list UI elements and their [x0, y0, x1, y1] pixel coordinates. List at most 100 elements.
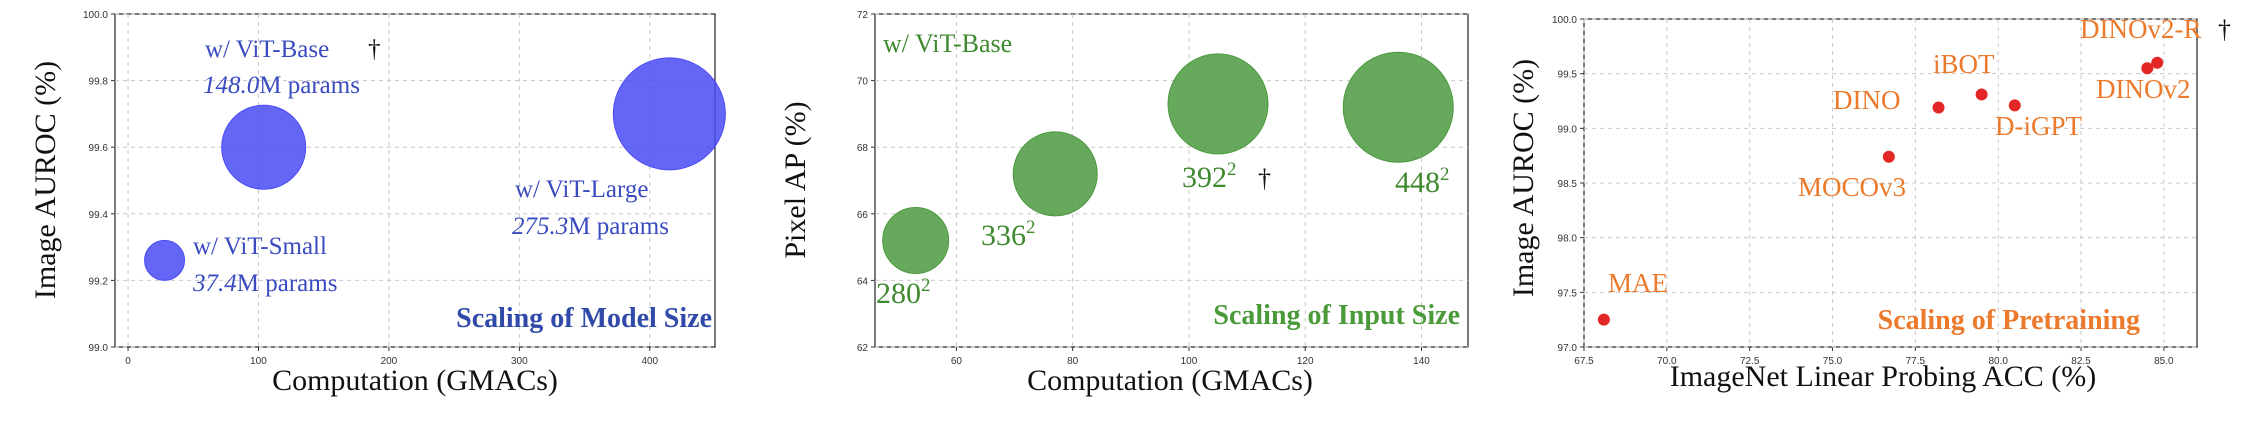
- x-tick-label: 100: [250, 356, 267, 367]
- y-tick-label: 100.0: [83, 10, 108, 21]
- grid: [1580, 18, 2197, 351]
- point-label-vit-large: w/ ViT-Large: [515, 176, 648, 203]
- y-tick-label: 99.0: [1558, 124, 1578, 135]
- x-tick-label: 77.5: [1906, 356, 1926, 367]
- x-tick-label: 0: [125, 356, 131, 367]
- y-tick-label: 62: [857, 343, 869, 354]
- y-tick-label: 99.6: [89, 143, 109, 154]
- chart-subtitle: Scaling of Input Size: [1213, 300, 1460, 331]
- data-point: [1012, 131, 1098, 217]
- model-label-ibot: iBOT: [1933, 49, 1995, 79]
- y-tick-label: 66: [857, 210, 869, 221]
- x-axis-label: Computation (GMACs): [1027, 364, 1313, 397]
- legend-text: w/ ViT-Base: [883, 29, 1012, 58]
- y-tick-label: 70: [857, 77, 869, 88]
- superscript: 2: [921, 275, 931, 296]
- x-tick-labels: 60 80 100 120 140: [951, 356, 1430, 367]
- data-point: [1932, 101, 1945, 114]
- size-value: 280: [876, 277, 921, 310]
- y-tick-label: 72: [857, 10, 869, 21]
- data-points: [882, 51, 1454, 274]
- x-tick-label: 80.0: [1988, 356, 2008, 367]
- x-axis-label: Computation (GMACs): [272, 364, 558, 397]
- superscript: 2: [1227, 159, 1237, 180]
- y-tick-labels: 99.0 99.2 99.4 99.6 99.8 100.0: [83, 10, 108, 354]
- data-point: [1342, 51, 1454, 163]
- params-unit: M params: [259, 72, 360, 99]
- y-tick-label: 64: [857, 276, 869, 287]
- params-number: 275.3: [512, 213, 568, 240]
- y-tick-label: 99.4: [89, 210, 109, 221]
- y-axis-label: Pixel AP (%): [779, 101, 812, 258]
- dagger-mark: †: [2218, 15, 2231, 44]
- data-point: [882, 206, 950, 274]
- data-point: [612, 57, 726, 171]
- size-value: 448: [1395, 166, 1440, 199]
- size-value: 392: [1182, 161, 1227, 194]
- x-tick-label: 80: [1067, 356, 1079, 367]
- grid: [111, 13, 715, 351]
- data-points: [144, 57, 726, 281]
- chart-input-size: 60 80 100 120 140 62 64 66 68 70 72 w/ ViT-Base 2…: [779, 10, 1469, 397]
- x-tick-label: 140: [1413, 356, 1430, 367]
- y-tick-label: 99.2: [89, 276, 109, 287]
- y-axis-label: Image AUROC (%): [1507, 59, 1540, 297]
- params-number: 148.0: [203, 72, 260, 99]
- y-tick-label: 99.5: [1558, 70, 1578, 81]
- x-tick-label: 100: [1181, 356, 1198, 367]
- params-unit: M params: [237, 270, 338, 297]
- x-tick-label: 72.5: [1740, 356, 1760, 367]
- y-tick-label: 100.0: [1552, 15, 1577, 26]
- x-tick-label: 120: [1297, 356, 1314, 367]
- y-tick-label: 98.0: [1558, 234, 1578, 245]
- params-unit: M params: [568, 213, 669, 240]
- y-tick-labels: 62 64 66 68 70 72: [857, 10, 869, 354]
- y-tick-label: 99.0: [89, 343, 109, 354]
- data-point: [1167, 53, 1269, 155]
- data-point: [1597, 313, 1610, 326]
- x-tick-label: 200: [381, 356, 398, 367]
- x-tick-label: 67.5: [1574, 356, 1594, 367]
- point-label-vit-small: w/ ViT-Small: [193, 233, 327, 260]
- data-point: [2008, 99, 2021, 112]
- params-vit-large: 275.3M params: [512, 213, 669, 240]
- y-tick-labels: 97.0 97.5 98.0 98.5 99.0 99.5 100.0: [1552, 15, 1577, 354]
- x-tick-label: 400: [641, 356, 658, 367]
- y-tick-label: 68: [857, 143, 869, 154]
- data-point: [2141, 62, 2154, 75]
- input-size-label-336: 3362: [981, 217, 1036, 252]
- chart-subtitle: Scaling of Model Size: [456, 303, 712, 334]
- input-size-label-280: 2802: [876, 275, 931, 310]
- model-label-mae: MAE: [1608, 268, 1668, 298]
- input-size-label-392: 3922: [1182, 159, 1237, 194]
- x-tick-label: 300: [511, 356, 528, 367]
- data-point: [2151, 56, 2164, 69]
- x-tick-label: 82.5: [2071, 356, 2091, 367]
- dagger-mark: †: [1258, 164, 1271, 193]
- size-value: 336: [981, 219, 1026, 252]
- chart-model-size: 0 100 200 300 400 99.099.299.499.699.8100.0 …: [29, 10, 726, 397]
- x-tick-labels: 67.5 70.0 72.5 75.0 77.5 80.0 82.5 85.0: [1574, 356, 2174, 367]
- model-label-dinov2: DINOv2: [2096, 74, 2191, 104]
- model-label-d-igpt: D-iGPT: [1995, 111, 2083, 141]
- x-tick-label: 85.0: [2154, 356, 2174, 367]
- y-tick-label: 98.5: [1558, 179, 1578, 190]
- params-vit-small: 37.4M params: [192, 270, 337, 297]
- x-tick-labels: 0 100 200 300 400: [125, 356, 658, 367]
- grid: [871, 13, 1468, 351]
- params-vit-base: 148.0M params: [203, 72, 360, 99]
- chart-subtitle: Scaling of Pretraining: [1878, 305, 2140, 336]
- x-tick-label: 75.0: [1823, 356, 1843, 367]
- data-point: [1975, 88, 1988, 101]
- y-tick-label: 97.5: [1558, 288, 1578, 299]
- data-point: [221, 104, 307, 190]
- params-number: 37.4: [192, 270, 237, 297]
- y-axis-label: Image AUROC (%): [29, 61, 62, 299]
- x-axis-label: ImageNet Linear Probing ACC (%): [1670, 360, 2097, 393]
- superscript: 2: [1026, 217, 1036, 238]
- chart-pretraining: 67.5 70.0 72.5 75.0 77.5 80.0 82.5 85.0 97.097.…: [1507, 14, 2231, 393]
- model-label-dinov2-r: DINOv2-R: [2080, 14, 2202, 44]
- superscript: 2: [1440, 164, 1450, 185]
